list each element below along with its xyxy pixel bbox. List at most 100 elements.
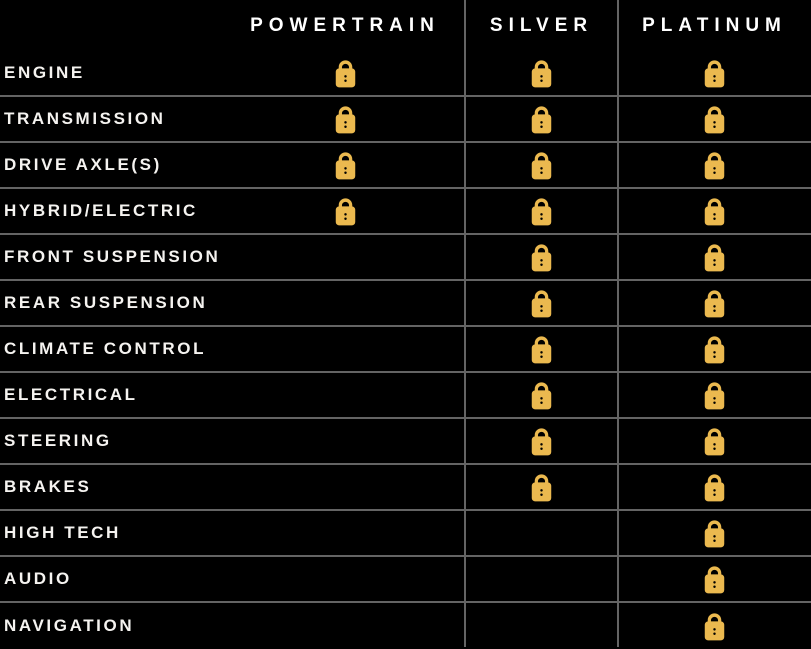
lock-icon <box>704 105 725 133</box>
table-row: ELECTRICAL <box>0 373 811 419</box>
cell-silver <box>465 235 618 279</box>
lock-icon <box>335 59 355 87</box>
lock-icon <box>704 381 725 409</box>
cell-powertrain <box>225 97 465 141</box>
cell-silver <box>465 51 618 95</box>
cell-platinum <box>618 327 811 371</box>
lock-icon <box>531 105 552 133</box>
cell-powertrain <box>225 143 465 187</box>
table-row: REAR SUSPENSION <box>0 281 811 327</box>
lock-icon <box>335 197 355 225</box>
cell-platinum <box>618 603 811 649</box>
table-row: HIGH TECH <box>0 511 811 557</box>
lock-icon <box>531 59 552 87</box>
table-row: ENGINE <box>0 51 811 97</box>
table-body: ENGINE TRANSMISSION <box>0 51 811 649</box>
cell-powertrain <box>225 51 465 95</box>
cell-platinum <box>618 557 811 601</box>
lock-icon <box>704 519 725 547</box>
lock-icon <box>531 197 552 225</box>
row-label: TRANSMISSION <box>4 109 166 128</box>
row-label: FRONT SUSPENSION <box>4 247 221 266</box>
lock-icon <box>531 381 552 409</box>
lock-icon <box>335 151 355 179</box>
lock-icon <box>335 105 355 133</box>
row-label: ELECTRICAL <box>4 385 138 404</box>
row-label: NAVIGATION <box>4 616 135 635</box>
cell-silver <box>465 465 618 509</box>
table-row: CLIMATE CONTROL <box>0 327 811 373</box>
cell-powertrain <box>225 373 465 417</box>
lock-icon <box>531 335 552 363</box>
cell-platinum <box>618 51 811 95</box>
cell-silver <box>465 143 618 187</box>
row-label: BRAKES <box>4 477 92 496</box>
lock-icon <box>704 59 725 87</box>
cell-platinum <box>618 97 811 141</box>
cell-platinum <box>618 465 811 509</box>
cell-silver <box>465 419 618 463</box>
cell-powertrain <box>225 603 465 649</box>
column-header-powertrain: POWERTRAIN <box>250 14 440 36</box>
lock-icon <box>704 151 725 179</box>
cell-powertrain <box>225 557 465 601</box>
table-row: FRONT SUSPENSION <box>0 235 811 281</box>
cell-silver <box>465 373 618 417</box>
row-label: HYBRID/ELECTRIC <box>4 201 198 220</box>
column-divider-1 <box>464 0 466 647</box>
lock-icon <box>704 565 725 593</box>
cell-silver <box>465 557 618 601</box>
cell-platinum <box>618 281 811 325</box>
cell-silver <box>465 603 618 649</box>
table-row: NAVIGATION <box>0 603 811 649</box>
cell-powertrain <box>225 235 465 279</box>
lock-icon <box>704 427 725 455</box>
lock-icon <box>704 473 725 501</box>
lock-icon <box>704 612 725 640</box>
column-divider-2 <box>617 0 619 647</box>
row-label: REAR SUSPENSION <box>4 293 208 312</box>
table-row: AUDIO <box>0 557 811 603</box>
lock-icon <box>704 335 725 363</box>
row-label: STEERING <box>4 431 112 450</box>
table-row: HYBRID/ELECTRIC <box>0 189 811 235</box>
table-header-row: POWERTRAIN SILVER PLATINUM <box>0 0 811 51</box>
cell-silver <box>465 511 618 555</box>
column-header-platinum: PLATINUM <box>642 14 787 36</box>
cell-platinum <box>618 235 811 279</box>
cell-powertrain <box>225 465 465 509</box>
row-label: CLIMATE CONTROL <box>4 339 207 358</box>
lock-icon <box>704 243 725 271</box>
cell-silver <box>465 97 618 141</box>
row-label: DRIVE AXLE(S) <box>4 155 162 174</box>
table-row: TRANSMISSION <box>0 97 811 143</box>
cell-platinum <box>618 189 811 233</box>
cell-powertrain <box>225 281 465 325</box>
lock-icon <box>531 289 552 317</box>
cell-platinum <box>618 373 811 417</box>
row-label: ENGINE <box>4 63 85 82</box>
column-header-silver: SILVER <box>489 14 594 36</box>
cell-platinum <box>618 143 811 187</box>
cell-powertrain <box>225 511 465 555</box>
row-label: AUDIO <box>4 569 72 588</box>
table-row: BRAKES <box>0 465 811 511</box>
cell-platinum <box>618 419 811 463</box>
cell-powertrain <box>225 419 465 463</box>
lock-icon <box>704 289 725 317</box>
cell-silver <box>465 327 618 371</box>
cell-platinum <box>618 511 811 555</box>
cell-silver <box>465 281 618 325</box>
table-row: DRIVE AXLE(S) <box>0 143 811 189</box>
cell-silver <box>465 189 618 233</box>
lock-icon <box>531 151 552 179</box>
lock-icon <box>531 427 552 455</box>
lock-icon <box>704 197 725 225</box>
cell-powertrain <box>225 327 465 371</box>
lock-icon <box>531 243 552 271</box>
row-label: HIGH TECH <box>4 523 121 542</box>
cell-powertrain <box>225 189 465 233</box>
table-row: STEERING <box>0 419 811 465</box>
lock-icon <box>531 473 552 501</box>
